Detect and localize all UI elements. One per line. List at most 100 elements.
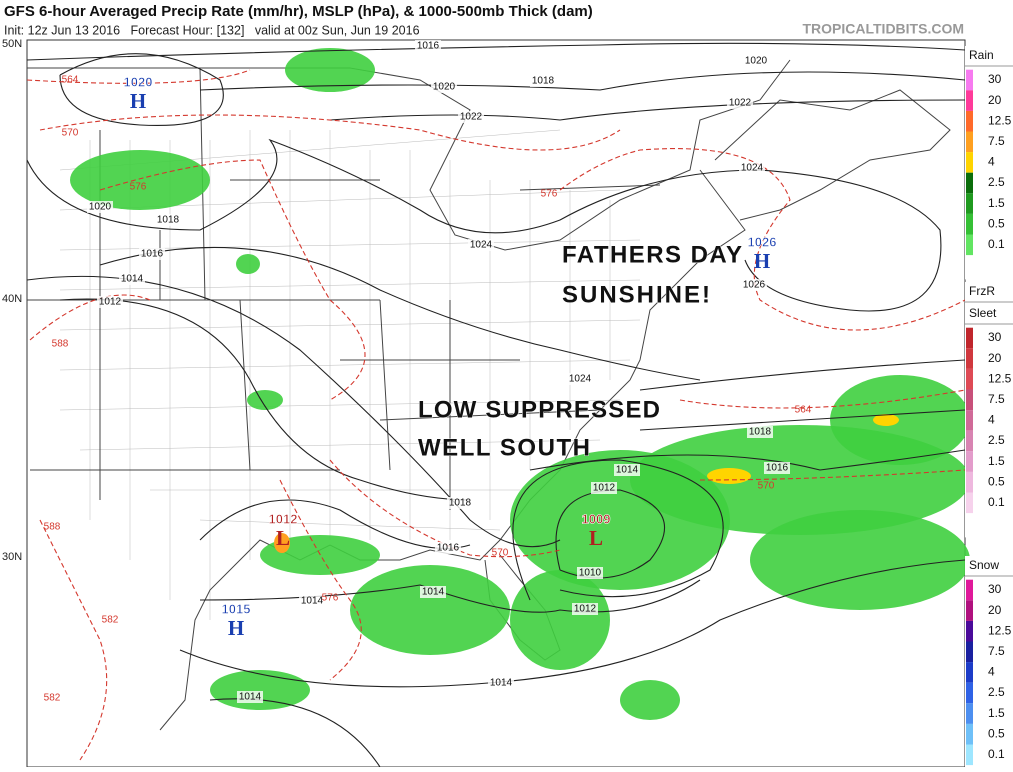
legend-level: 7.5 <box>988 644 1005 658</box>
thickness-label: 576 <box>322 593 339 604</box>
isobar-label-bg <box>97 296 123 308</box>
legend-level: 0.5 <box>988 726 1005 740</box>
isobar-label-bg <box>299 595 325 607</box>
legend-swatch <box>966 348 973 369</box>
pressure-center-value: 1020 <box>124 74 153 89</box>
legend-swatch <box>966 600 973 621</box>
map <box>26 39 970 768</box>
thickness-label: 576 <box>541 189 558 200</box>
legend-level: 0.5 <box>988 216 1005 230</box>
thickness-label: 588 <box>44 522 61 533</box>
source: TROPICALTIDBITS.COM <box>802 21 964 37</box>
isobar-label: 1014 <box>490 678 513 689</box>
isobar-label: 1012 <box>574 604 597 615</box>
isobar-label-bg <box>458 111 484 123</box>
lat-label: 40N <box>2 293 22 305</box>
isobar-label: 1014 <box>616 465 639 476</box>
isobar-label: 1020 <box>745 56 768 67</box>
legend-swatch <box>966 471 973 493</box>
legend-level: 12.5 <box>988 623 1012 637</box>
isobar-label: 1016 <box>141 249 164 260</box>
pressure-center-value: 1012 <box>269 511 298 526</box>
isobar-label-bg <box>739 162 765 174</box>
isobar-label-bg <box>431 81 457 93</box>
legend-swatch <box>966 703 973 724</box>
isobar-label: 1024 <box>569 374 592 385</box>
isobar-label-bg <box>743 55 769 67</box>
annotation: WELL SOUTH <box>418 434 590 461</box>
legend-level: 2.5 <box>988 433 1005 447</box>
isobar-label-bg <box>577 567 603 579</box>
isobar-label: 1016 <box>766 463 789 474</box>
annotation: FATHERS DAY <box>562 241 742 268</box>
isobar-label-bg <box>87 201 113 213</box>
isobar-label: 1014 <box>422 587 445 598</box>
legend-title: Sleet <box>969 306 997 320</box>
legend-swatch <box>966 620 973 642</box>
pressure-center-value: 1015 <box>222 601 251 616</box>
isobar-label: 1014 <box>121 274 144 285</box>
isobar-label: 1018 <box>749 427 772 438</box>
legend-swatch <box>966 410 973 431</box>
isobar-label: 1016 <box>437 543 460 554</box>
heavy-precip <box>707 468 751 484</box>
isobar-label-bg <box>727 97 753 109</box>
isobar-label: 1020 <box>89 202 112 213</box>
isobar-label: 1024 <box>741 163 764 174</box>
pressure-center-value: 1009 <box>582 511 611 526</box>
legend-swatch <box>966 492 973 514</box>
isobar-label: 1010 <box>579 568 602 579</box>
isobar-label: 1018 <box>532 76 555 87</box>
isobar-label-bg <box>764 462 790 474</box>
legend-swatch <box>966 368 973 390</box>
isobar-label: 1022 <box>729 98 752 109</box>
legend-level: 30 <box>988 582 1002 596</box>
isobar-label-bg <box>415 40 441 52</box>
legend-swatch <box>966 90 973 111</box>
legend-level: 0.5 <box>988 474 1005 488</box>
thickness-label: 588 <box>52 339 69 350</box>
pressure-center-letter: H <box>130 89 146 113</box>
isobar-label-bg <box>747 426 773 438</box>
legend-level: 4 <box>988 665 995 679</box>
pressure-center-letter: H <box>754 249 770 273</box>
annotation: LOW SUPPRESSED <box>418 396 660 423</box>
legend-swatch <box>966 662 973 683</box>
isobar-label-bg <box>435 542 461 554</box>
legend-swatch <box>966 213 973 235</box>
isobar-label-bg <box>237 691 263 703</box>
legend-swatch <box>966 131 973 153</box>
legend-level: 30 <box>988 330 1002 344</box>
legend-swatch <box>966 327 973 349</box>
legend-level: 4 <box>988 155 995 169</box>
isobar-label: 1018 <box>449 498 472 509</box>
heavy-precip <box>873 414 899 426</box>
thickness-label: 582 <box>44 693 61 704</box>
thickness-label: 564 <box>62 75 79 86</box>
thickness-label: 564 <box>795 405 812 416</box>
isobar-label: 1016 <box>417 41 440 52</box>
county-grid <box>59 129 641 620</box>
isobar-label: 1020 <box>433 82 456 93</box>
legend-swatch <box>966 69 973 91</box>
legend-title: Snow <box>969 558 999 572</box>
legend-level: 7.5 <box>988 134 1005 148</box>
isobar-label-bg <box>530 75 556 87</box>
isobar-label-bg <box>155 214 181 226</box>
isobar-label: 1022 <box>460 112 483 123</box>
legend-swatch <box>966 172 973 194</box>
isobar-label-bg <box>614 464 640 476</box>
legend-swatch <box>966 234 973 256</box>
legend-level: 30 <box>988 72 1002 86</box>
isobar-label: 1018 <box>157 215 180 226</box>
isobar-label-bg <box>741 279 767 291</box>
legend-level: 20 <box>988 603 1002 617</box>
isobar-label-bg <box>447 497 473 509</box>
legend-swatch <box>966 723 973 745</box>
heavy-precip <box>274 533 290 553</box>
legend-level: 0.1 <box>988 495 1005 509</box>
title: GFS 6-hour Averaged Precip Rate (mm/hr),… <box>4 3 593 20</box>
isobar-label-bg <box>119 273 145 285</box>
lat-label: 50N <box>2 38 22 50</box>
